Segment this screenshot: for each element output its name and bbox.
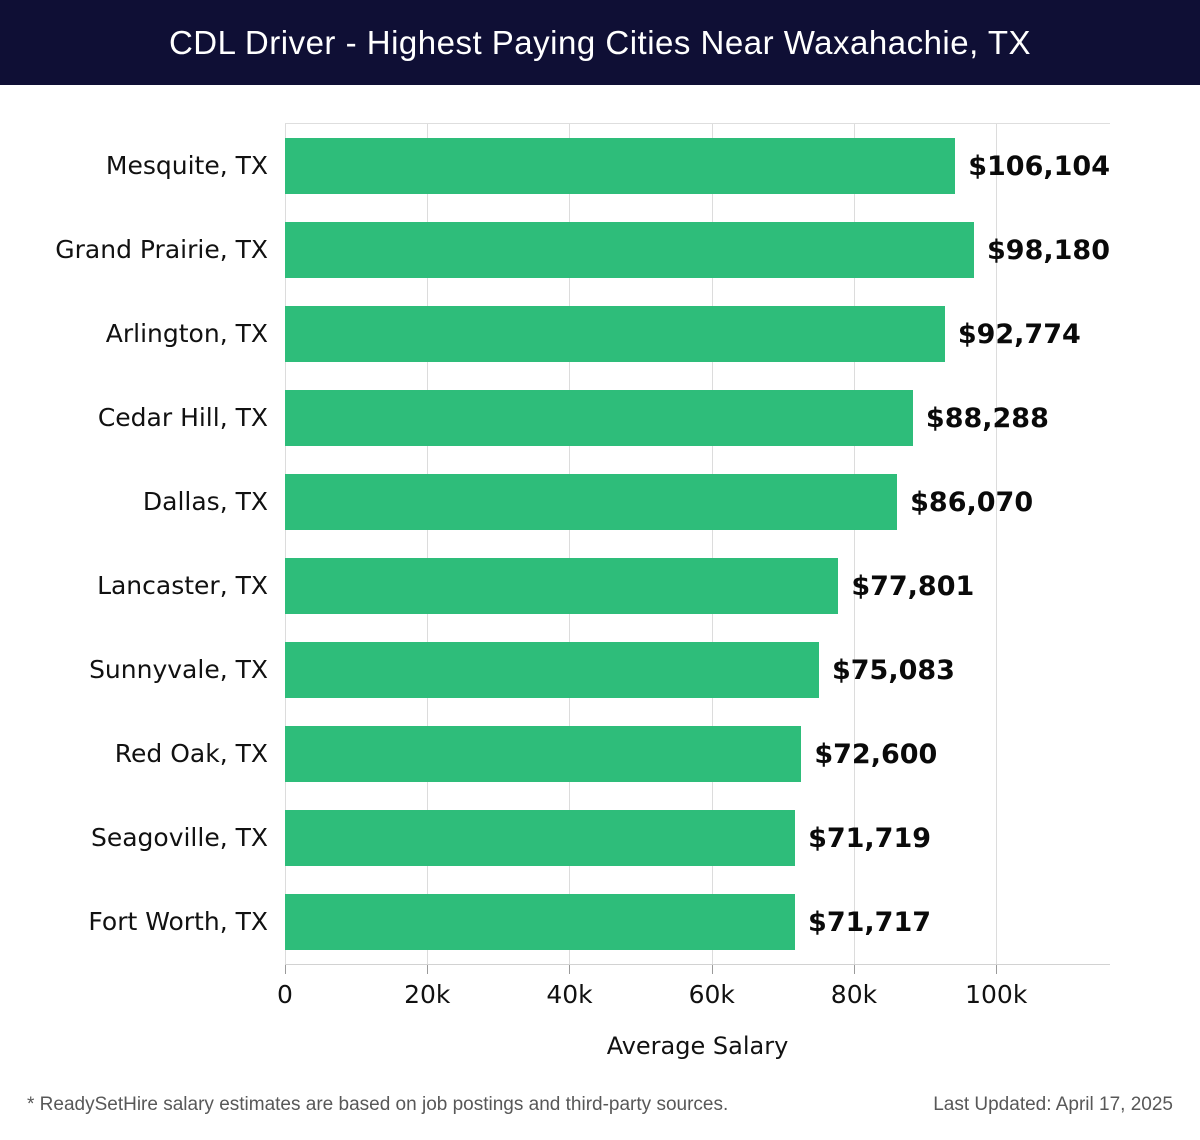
value-label: $88,288	[925, 402, 1049, 434]
value-label: $92,774	[957, 318, 1081, 350]
value-label: $77,801	[851, 570, 975, 602]
category-label: Sunnyvale, TX	[89, 654, 268, 684]
gridline	[285, 124, 286, 964]
gridline	[853, 124, 855, 964]
bar	[285, 642, 819, 698]
value-label: $75,083	[831, 654, 955, 686]
value-label: $72,600	[814, 738, 938, 770]
x-axis-label: Average Salary	[606, 1032, 789, 1060]
bar-row: $77,801	[285, 544, 1110, 628]
bar-chart: Mesquite, TX Grand Prairie, TX Arlington, …	[0, 123, 1110, 1060]
bar-row: $75,083	[285, 628, 1110, 712]
tick-label: 60k	[688, 980, 735, 1009]
bar	[285, 306, 945, 362]
footer-disclaimer: * ReadySetHire salary estimates are base…	[27, 1094, 729, 1115]
category-label: Cedar Hill, TX	[97, 402, 268, 432]
value-label: $106,104	[968, 150, 1110, 182]
bar	[285, 894, 796, 950]
bar-row: $86,070	[285, 460, 1110, 544]
bar	[285, 138, 956, 194]
gridline	[711, 124, 713, 964]
category-label: Red Oak, TX	[114, 738, 268, 768]
category-label: Arlington, TX	[105, 318, 268, 348]
tick-mark	[853, 965, 855, 974]
tick-mark	[996, 965, 998, 974]
value-label: $71,717	[808, 906, 932, 938]
bar	[285, 810, 796, 866]
value-label: $71,719	[808, 822, 932, 854]
value-label: $86,070	[910, 486, 1034, 518]
value-label: $98,180	[987, 234, 1110, 266]
category-label: Fort Worth, TX	[88, 906, 268, 936]
bar-row: $88,288	[285, 376, 1110, 460]
x-axis-tick-labels: 0 20k 40k 60k 80k 100k	[277, 974, 1110, 1014]
x-axis-ticks	[285, 965, 1110, 974]
bar	[285, 474, 898, 530]
bar	[285, 222, 975, 278]
footer: * ReadySetHire salary estimates are base…	[0, 1094, 1200, 1116]
footer-last-updated: Last Updated: April 17, 2025	[933, 1094, 1173, 1115]
category-label: Mesquite, TX	[105, 150, 268, 180]
page-title: CDL Driver - Highest Paying Cities Near …	[168, 23, 1032, 61]
gridline	[427, 124, 429, 964]
tick-mark	[711, 965, 713, 974]
category-label: Seagoville, TX	[90, 822, 268, 852]
bar	[285, 726, 802, 782]
gridline	[996, 124, 998, 964]
category-label: Lancaster, TX	[97, 570, 268, 600]
category-label: Grand Prairie, TX	[55, 234, 268, 264]
bar-row: $71,719	[285, 796, 1110, 880]
tick-label: 40k	[546, 980, 593, 1009]
tick-label: 80k	[830, 980, 878, 1009]
tick-label: 20k	[404, 980, 451, 1009]
tick-mark	[427, 965, 429, 974]
bar-row: $92,774	[285, 292, 1110, 376]
category-label: Dallas, TX	[142, 486, 268, 516]
gridlines	[285, 124, 1110, 964]
bar-row: $98,180	[285, 208, 1110, 292]
chart-rows: $106,104 $98,180 $92,774 $88,288 $86,070 $77,…	[285, 124, 1110, 964]
bar-row: $106,104	[285, 124, 1110, 208]
plot-area: $106,104 $98,180 $92,774 $88,288 $86,070 $77,…	[285, 123, 1110, 965]
gridline	[569, 124, 571, 964]
bar-row: $72,600	[285, 712, 1110, 796]
header-bar: CDL Driver - Highest Paying Cities Near …	[0, 0, 1200, 85]
bar-row: $71,717	[285, 880, 1110, 964]
tick-label: 100k	[965, 980, 1028, 1009]
category-labels: Mesquite, TX Grand Prairie, TX Arlington, …	[0, 123, 285, 965]
bar	[285, 558, 839, 614]
tick-mark	[569, 965, 571, 974]
bar	[285, 390, 913, 446]
tick-mark	[285, 965, 286, 974]
tick-label: 0	[277, 980, 293, 1009]
